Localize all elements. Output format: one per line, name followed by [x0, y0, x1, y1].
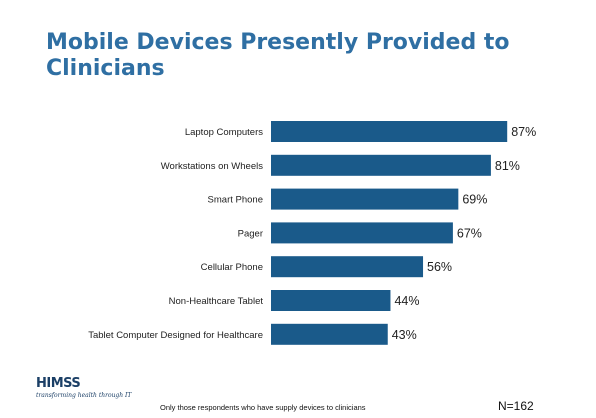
sample-size: N=162	[498, 399, 534, 413]
category-label-6: Tablet Computer Designed for Healthcare	[88, 330, 263, 341]
category-label-3: Pager	[238, 228, 263, 239]
value-label-0: 87%	[511, 125, 536, 139]
category-label-0: Laptop Computers	[185, 127, 263, 138]
bar-6	[271, 323, 388, 345]
logo-tagline: transforming health through IT	[36, 392, 132, 399]
value-label-4: 56%	[427, 260, 452, 274]
bar-0	[271, 121, 508, 142]
category-label-1: Workstations on Wheels	[161, 161, 264, 172]
value-label-2: 69%	[462, 193, 487, 207]
category-label-2: Smart Phone	[208, 195, 263, 206]
bar-4	[271, 256, 424, 278]
bar-5	[271, 290, 391, 311]
category-label-5: Non-Healthcare Tablet	[169, 296, 264, 307]
bar-3	[271, 222, 453, 244]
chart-title: Mobile Devices Presently Provided to Cli…	[46, 30, 510, 81]
value-label-3: 67%	[457, 226, 482, 240]
bar-2	[271, 188, 459, 210]
bar-1	[271, 154, 491, 176]
footnote: Only those respondents who have supply d…	[160, 403, 366, 412]
value-label-6: 43%	[392, 328, 417, 342]
category-label-4: Cellular Phone	[201, 262, 263, 273]
value-label-5: 44%	[394, 294, 419, 308]
himss-logo: HIMSS	[36, 376, 81, 391]
bars-group: Laptop Computers 87% Workstations on Wheel…	[88, 121, 536, 345]
value-label-1: 81%	[495, 159, 520, 173]
